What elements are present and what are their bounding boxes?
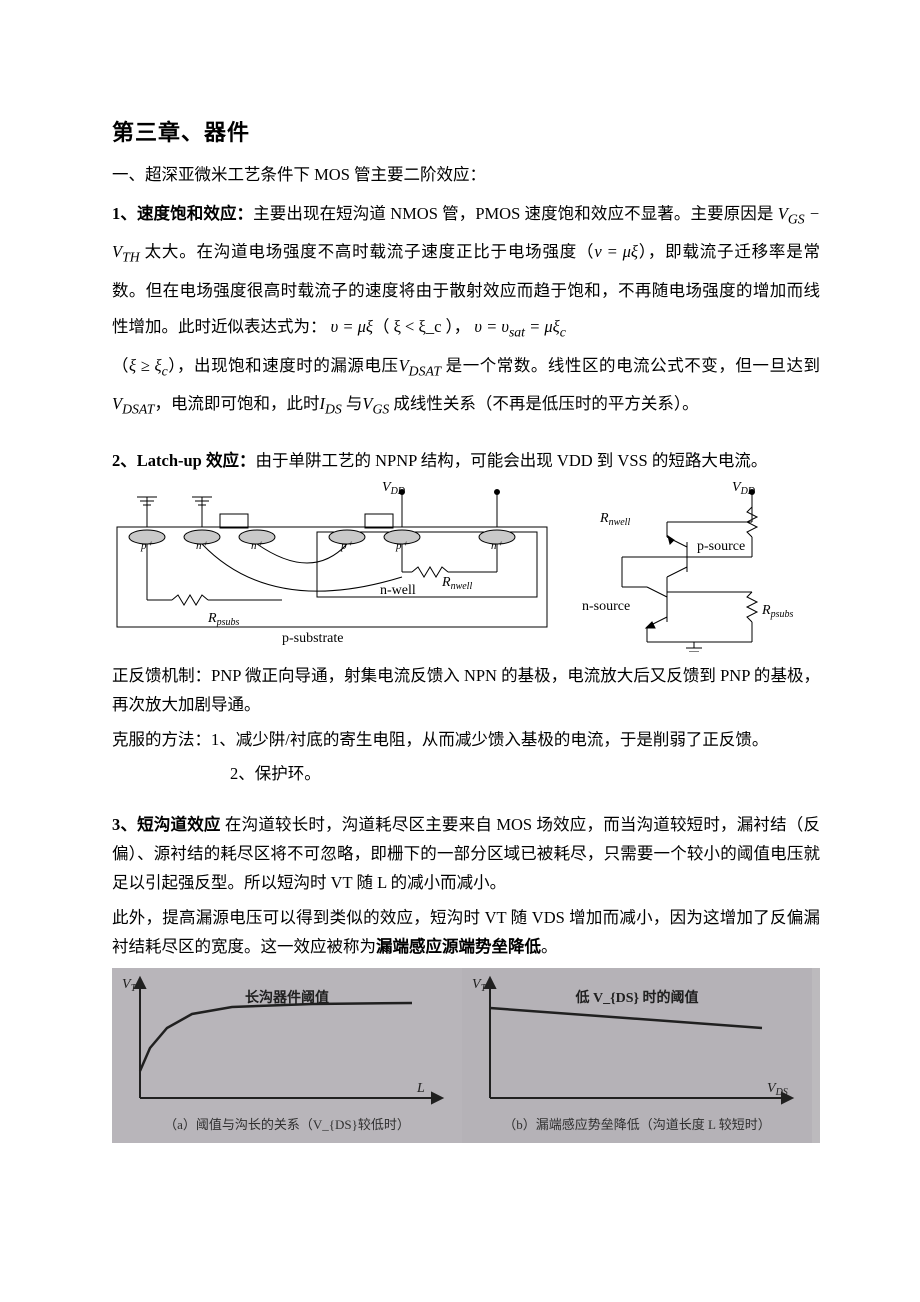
svg-text:Rpsubs: Rpsubs <box>207 611 239 628</box>
s2-para: 2、Latch-up 效应：由于单阱工艺的 NPNP 结构，可能会出现 VDD … <box>112 447 820 476</box>
section-3: 3、短沟道效应 在沟道较长时，沟道耗尽区主要来自 MOS 场效应，而当沟道较短时… <box>112 811 820 1142</box>
svg-text:n⁺: n⁺ <box>491 540 504 552</box>
s3-p1: 3、短沟道效应 在沟道较长时，沟道耗尽区主要来自 MOS 场效应，而当沟道较短时… <box>112 811 820 898</box>
s1-para: 1、速度饱和效应：主要出现在短沟道 NMOS 管，PMOS 速度饱和效应不显著。… <box>112 196 820 425</box>
s1-lead: 1、速度饱和效应： <box>112 204 253 223</box>
s1-body2a: 太大。在沟道电场强度不高时载流子速度正比于电场强度（ <box>145 242 595 261</box>
svg-text:VDD: VDD <box>732 482 756 497</box>
svg-text:L: L <box>416 1081 425 1096</box>
s3-p2: 此外，提高漏源电压可以得到类似的效应，短沟时 VT 随 VDS 增加而减小，因为… <box>112 904 820 962</box>
svg-text:n⁺: n⁺ <box>196 540 209 552</box>
eq-ids: IDS <box>319 394 341 413</box>
eq-vgs2: VGS <box>362 394 389 413</box>
svg-text:低 V_{DS} 时的阈值: 低 V_{DS} 时的阈值 <box>574 989 698 1006</box>
s1-body3b: ），出现饱和速度时的漏源电压 <box>168 356 399 375</box>
svg-text:p-substrate: p-substrate <box>282 631 343 646</box>
svg-text:（a）阈值与沟长的关系（V_{DS}较低时）: （a）阈值与沟长的关系（V_{DS}较低时） <box>164 1117 410 1132</box>
chapter-heading: 第三章、器件 <box>112 115 820 147</box>
eq-nu1: ν = μξ <box>594 242 638 261</box>
s1-body3e: 与 <box>342 394 363 413</box>
s1-body3a: （ <box>112 356 129 375</box>
s2-lead: 2、Latch-up 效应： <box>112 451 255 470</box>
svg-text:p⁺: p⁺ <box>395 540 409 552</box>
eq-cond2: ξ ≥ ξc <box>129 356 168 375</box>
svg-text:n⁺: n⁺ <box>251 540 264 552</box>
s1-body1: 主要出现在短沟道 NMOS 管，PMOS 速度饱和效应不显著。主要原因是 <box>253 204 773 223</box>
svg-text:Rnwell: Rnwell <box>441 575 472 592</box>
vt-charts: VTL长沟器件阈值（a）阈值与沟长的关系（V_{DS}较低时） VTVDS低 V… <box>112 968 820 1143</box>
eq-nu3: υ = υsat = μξc <box>474 317 565 336</box>
section-1: 1、速度饱和效应：主要出现在短沟道 NMOS 管，PMOS 速度饱和效应不显著。… <box>112 196 820 425</box>
s3-bold-term: 漏端感应源端势垒降低 <box>376 937 541 956</box>
s1-body3c: 是一个常数。线性区的电流公式不变，但一旦达到 <box>441 356 820 375</box>
chart-b: VTVDS低 V_{DS} 时的阈值（b）漏端感应势垒降低（沟道长度 L 较短时… <box>462 968 812 1143</box>
s2-after2: 克服的方法：1、减少阱/衬底的寄生电阻，从而减少馈入基极的电流，于是削弱了正反馈… <box>112 726 820 755</box>
intro-line: 一、超深亚微米工艺条件下 MOS 管主要二阶效应： <box>112 161 820 190</box>
s1-body3d: ，电流即可饱和，此时 <box>154 394 319 413</box>
svg-text:p⁺: p⁺ <box>340 540 354 552</box>
svg-text:p-source: p-source <box>697 539 745 554</box>
s2-after3: 2、保护环。 <box>112 760 820 789</box>
chart-a: VTL长沟器件阈值（a）阈值与沟长的关系（V_{DS}较低时） <box>112 968 462 1143</box>
s3-lead: 3、短沟道效应 <box>112 815 221 834</box>
latchup-svg: VDD Rnwell Rpsubs n-well p-substrate p⁺ … <box>112 482 812 652</box>
svg-text:（b）漏端感应势垒降低（沟道长度 L 较短时）: （b）漏端感应势垒降低（沟道长度 L 较短时） <box>503 1117 770 1132</box>
svg-text:p⁺: p⁺ <box>140 540 154 552</box>
eq-nu2: υ = μξ <box>331 317 373 336</box>
latchup-diagram: VDD Rnwell Rpsubs n-well p-substrate p⁺ … <box>112 482 820 652</box>
eq-vdsat1: VDSAT <box>399 356 441 375</box>
svg-text:Rpsubs: Rpsubs <box>761 603 793 620</box>
s2-after1: 正反馈机制：PNP 微正向导通，射集电流反馈入 NPN 的基极，电流放大后又反馈… <box>112 662 820 720</box>
svg-text:Rnwell: Rnwell <box>599 511 630 528</box>
s2-body: 由于单阱工艺的 NPNP 结构，可能会出现 VDD 到 VSS 的短路大电流。 <box>255 451 767 470</box>
section-2: 2、Latch-up 效应：由于单阱工艺的 NPNP 结构，可能会出现 VDD … <box>112 447 820 789</box>
s3-body2b: 。 <box>541 937 558 956</box>
eq-vdsat2: VDSAT <box>112 394 154 413</box>
svg-text:n-source: n-source <box>582 599 630 614</box>
s1-body3f: 成线性关系（不再是低压时的平方关系）。 <box>389 394 698 413</box>
svg-text:n-well: n-well <box>380 583 416 598</box>
svg-text:长沟器件阈值: 长沟器件阈值 <box>245 989 329 1006</box>
svg-text:VDD: VDD <box>382 482 406 497</box>
eq-cond1: （ ξ < ξ_c ）， <box>373 317 470 336</box>
